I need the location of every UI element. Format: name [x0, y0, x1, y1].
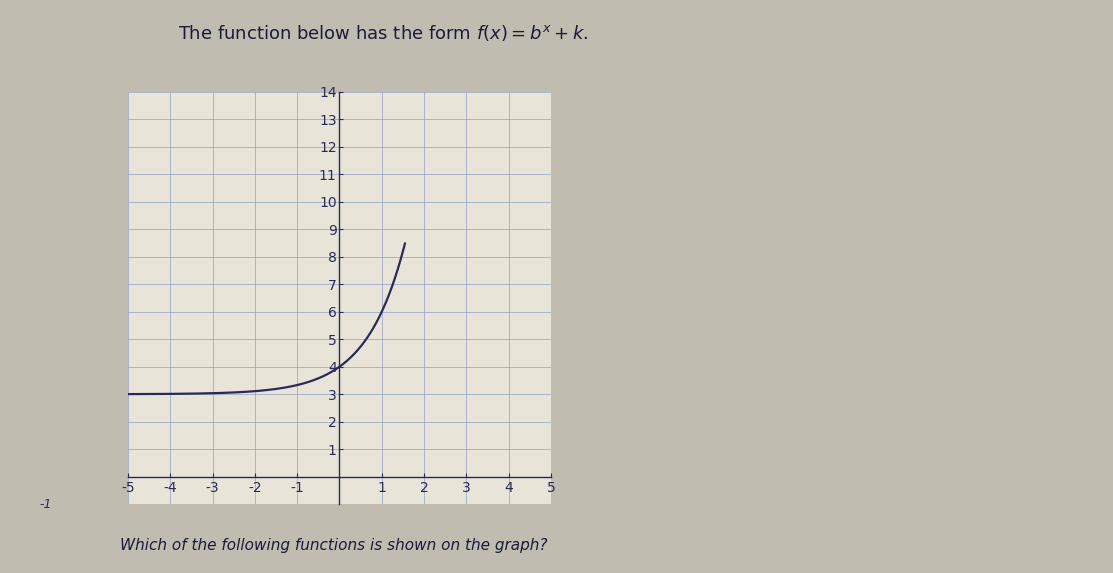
Text: -1: -1	[39, 498, 52, 511]
Text: The function below has the form $f(x) = b^x + k.$: The function below has the form $f(x) = …	[178, 23, 589, 43]
Text: Which of the following functions is shown on the graph?: Which of the following functions is show…	[120, 538, 548, 553]
